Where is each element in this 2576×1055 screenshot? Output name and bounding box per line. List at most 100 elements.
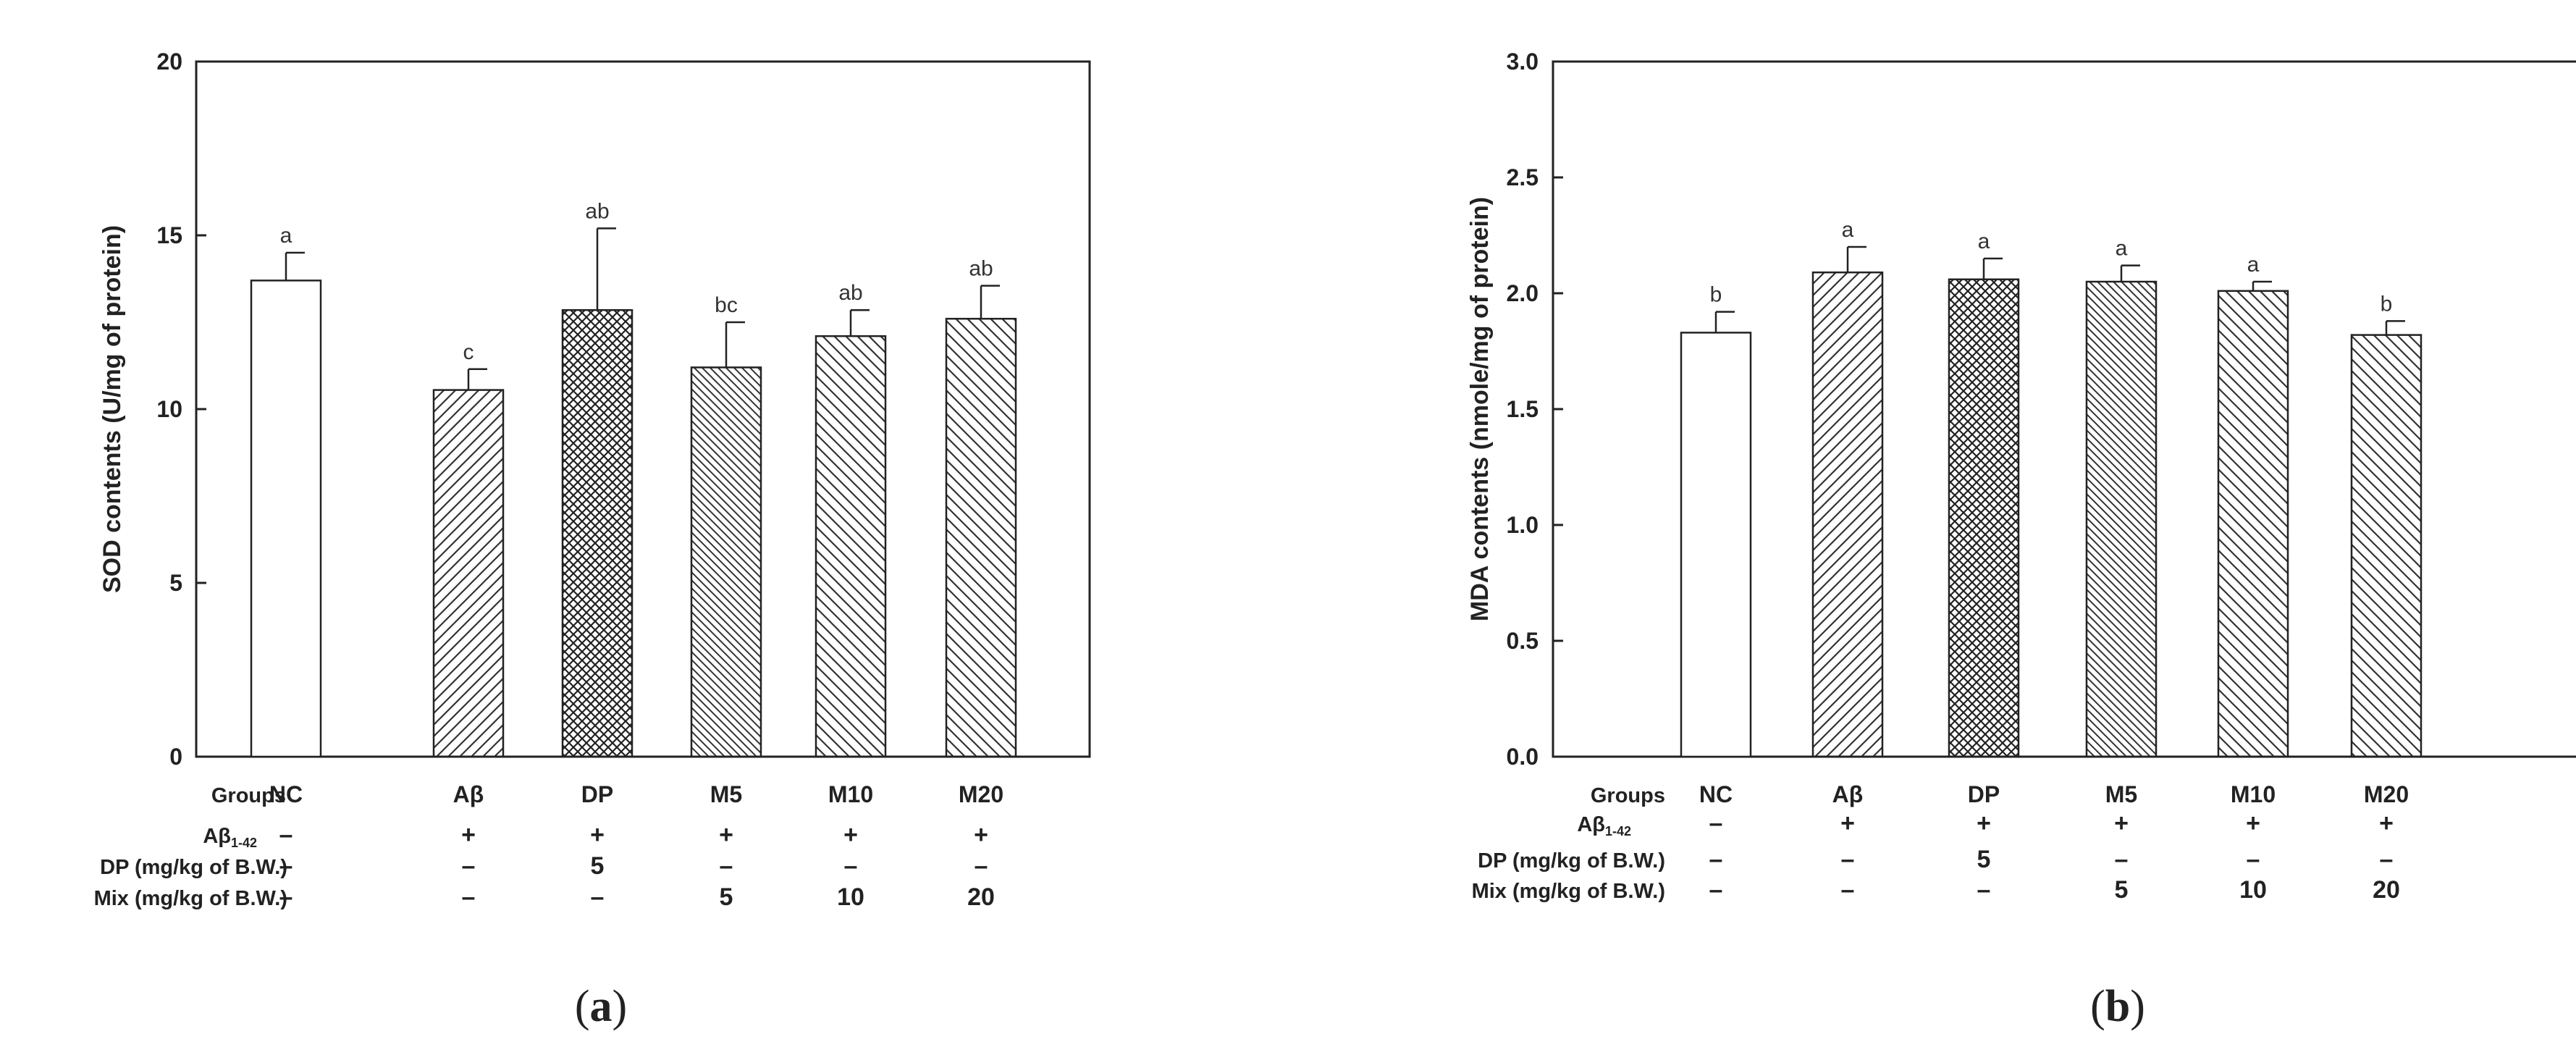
category-label: M10 — [828, 781, 873, 807]
condition-value: – — [279, 852, 293, 880]
significance-letter: a — [2116, 237, 2128, 261]
significance-letter: a — [1978, 230, 1990, 253]
condition-row-mix-label: Mix (mg/kg of B.W.) — [94, 887, 287, 910]
bar-dp — [1948, 278, 2020, 758]
panel-b: 0.0 0.5 1.0 1.5 2.0 2.5 3.0 MDA contents (nmol… — [1466, 49, 2576, 1031]
y-axis-label: SOD contents (U/mg of protein) — [98, 225, 126, 593]
significance-letter: b — [2381, 292, 2393, 316]
panel-label-b: (b) — [2090, 982, 2145, 1031]
condition-value: + — [461, 821, 476, 849]
condition-value: – — [1709, 810, 1723, 837]
condition-value: – — [591, 883, 605, 911]
significance-letter: a — [280, 224, 292, 248]
y-tick-label: 15 — [156, 222, 182, 248]
condition-value: + — [2114, 810, 2129, 837]
condition-row-abeta-label: Aβ1-42 — [1577, 813, 1631, 838]
bar-m20 — [945, 317, 1017, 758]
condition-value: 10 — [837, 883, 864, 911]
significance-letter: ab — [969, 257, 993, 281]
category-label: M20 — [2364, 781, 2409, 807]
condition-row-abeta-label: Aβ1-42 — [203, 825, 257, 850]
bar-m10 — [2217, 290, 2289, 758]
significance-letter: ab — [838, 281, 862, 305]
condition-value: + — [1977, 810, 1991, 837]
panel-label-a: (a) — [575, 982, 627, 1031]
condition-value: 10 — [2239, 876, 2267, 904]
condition-value: + — [843, 821, 858, 849]
bar-m20 — [2350, 334, 2423, 758]
category-label: Aβ — [1832, 781, 1864, 807]
bar-dp — [561, 308, 634, 758]
condition-row-dp-label: DP (mg/kg of B.W.) — [100, 856, 287, 879]
y-tick-label: 1.5 — [1507, 396, 1539, 422]
category-label: DP — [581, 781, 613, 807]
chart-b: 0.0 0.5 1.0 1.5 2.0 2.5 3.0 MDA contents (nmol… — [1466, 49, 2576, 770]
condition-value: + — [2379, 810, 2394, 837]
category-label: M10 — [2231, 781, 2276, 807]
bars — [250, 227, 1017, 758]
condition-value: + — [719, 821, 733, 849]
condition-value: 20 — [967, 883, 995, 911]
category-labels: NC Aβ DP M5 M10 M20 — [269, 781, 1003, 807]
condition-value: – — [462, 852, 476, 880]
y-axis-ticks: 0.0 0.5 1.0 1.5 2.0 2.5 3.0 — [1507, 49, 1563, 770]
condition-value: – — [279, 821, 293, 849]
condition-row-mix-label: Mix (mg/kg of B.W.) — [1472, 880, 1665, 903]
condition-value: – — [1709, 846, 1723, 873]
y-tick-label: 0 — [169, 744, 182, 770]
condition-value: 20 — [2373, 876, 2400, 904]
significance-letter: b — [1710, 283, 1722, 307]
significance-letter: bc — [715, 293, 738, 317]
condition-value: 5 — [2115, 876, 2129, 904]
y-tick-label: 2.0 — [1507, 280, 1539, 306]
condition-value: – — [1841, 846, 1855, 873]
condition-value: – — [2247, 846, 2260, 873]
significance-letters: b a a a a b — [1710, 218, 2393, 316]
groups-header-label: Groups — [1591, 784, 1665, 807]
bars — [1680, 245, 2423, 758]
y-tick-label: 0.5 — [1507, 628, 1539, 654]
significance-letter: c — [463, 340, 474, 364]
condition-values: – + + + + + – – 5 – – – – – – 5 10 20 — [279, 821, 995, 911]
category-labels: NC Aβ DP M5 M10 M20 — [1699, 781, 2409, 807]
y-axis-label: MDA contents (nmole/mg of protein) — [1466, 197, 1494, 621]
bar-aβ — [432, 389, 505, 758]
condition-row-dp-label: DP (mg/kg of B.W.) — [1478, 849, 1665, 873]
condition-value: 5 — [720, 883, 733, 911]
conditions-table-b: Groups NC Aβ DP M5 M10 M20 Aβ1-42 DP (mg/kg o… — [1472, 781, 2409, 904]
condition-value: + — [974, 821, 988, 849]
bar-m10 — [815, 335, 887, 758]
category-label: NC — [1699, 781, 1733, 807]
y-axis-ticks: 0 5 10 15 20 — [156, 49, 206, 770]
y-tick-label: 3.0 — [1507, 49, 1539, 75]
condition-values: – + + + + + – – 5 – – – – – – 5 10 20 — [1709, 810, 2400, 904]
category-label: M20 — [959, 781, 1003, 807]
condition-value: – — [279, 883, 293, 911]
category-label: Aβ — [453, 781, 484, 807]
condition-value: – — [975, 852, 988, 880]
bar-m5 — [2085, 280, 2158, 758]
y-tick-label: 5 — [169, 570, 182, 596]
conditions-table-a: Groups NC Aβ DP M5 M10 M20 Aβ1-42 DP (mg/kg o… — [94, 781, 1004, 911]
condition-value: – — [1841, 876, 1855, 904]
category-label: DP — [1968, 781, 2000, 807]
bar-aβ — [1811, 271, 1884, 758]
significance-letter: a — [2247, 253, 2260, 277]
condition-value: 5 — [1977, 846, 1991, 873]
significance-letters: a c ab bc ab ab — [280, 199, 993, 363]
y-tick-label: 0.0 — [1507, 744, 1539, 770]
condition-value: – — [844, 852, 858, 880]
condition-value: 5 — [591, 852, 605, 880]
category-label: M5 — [710, 781, 742, 807]
y-tick-label: 10 — [156, 396, 182, 422]
significance-letter: ab — [585, 199, 609, 223]
condition-value: + — [2246, 810, 2260, 837]
significance-letter: a — [1842, 218, 1854, 242]
condition-value: – — [1709, 876, 1723, 904]
condition-value: – — [462, 883, 476, 911]
y-tick-label: 2.5 — [1507, 164, 1539, 190]
bar-m5 — [690, 366, 762, 758]
condition-value: + — [1840, 810, 1855, 837]
